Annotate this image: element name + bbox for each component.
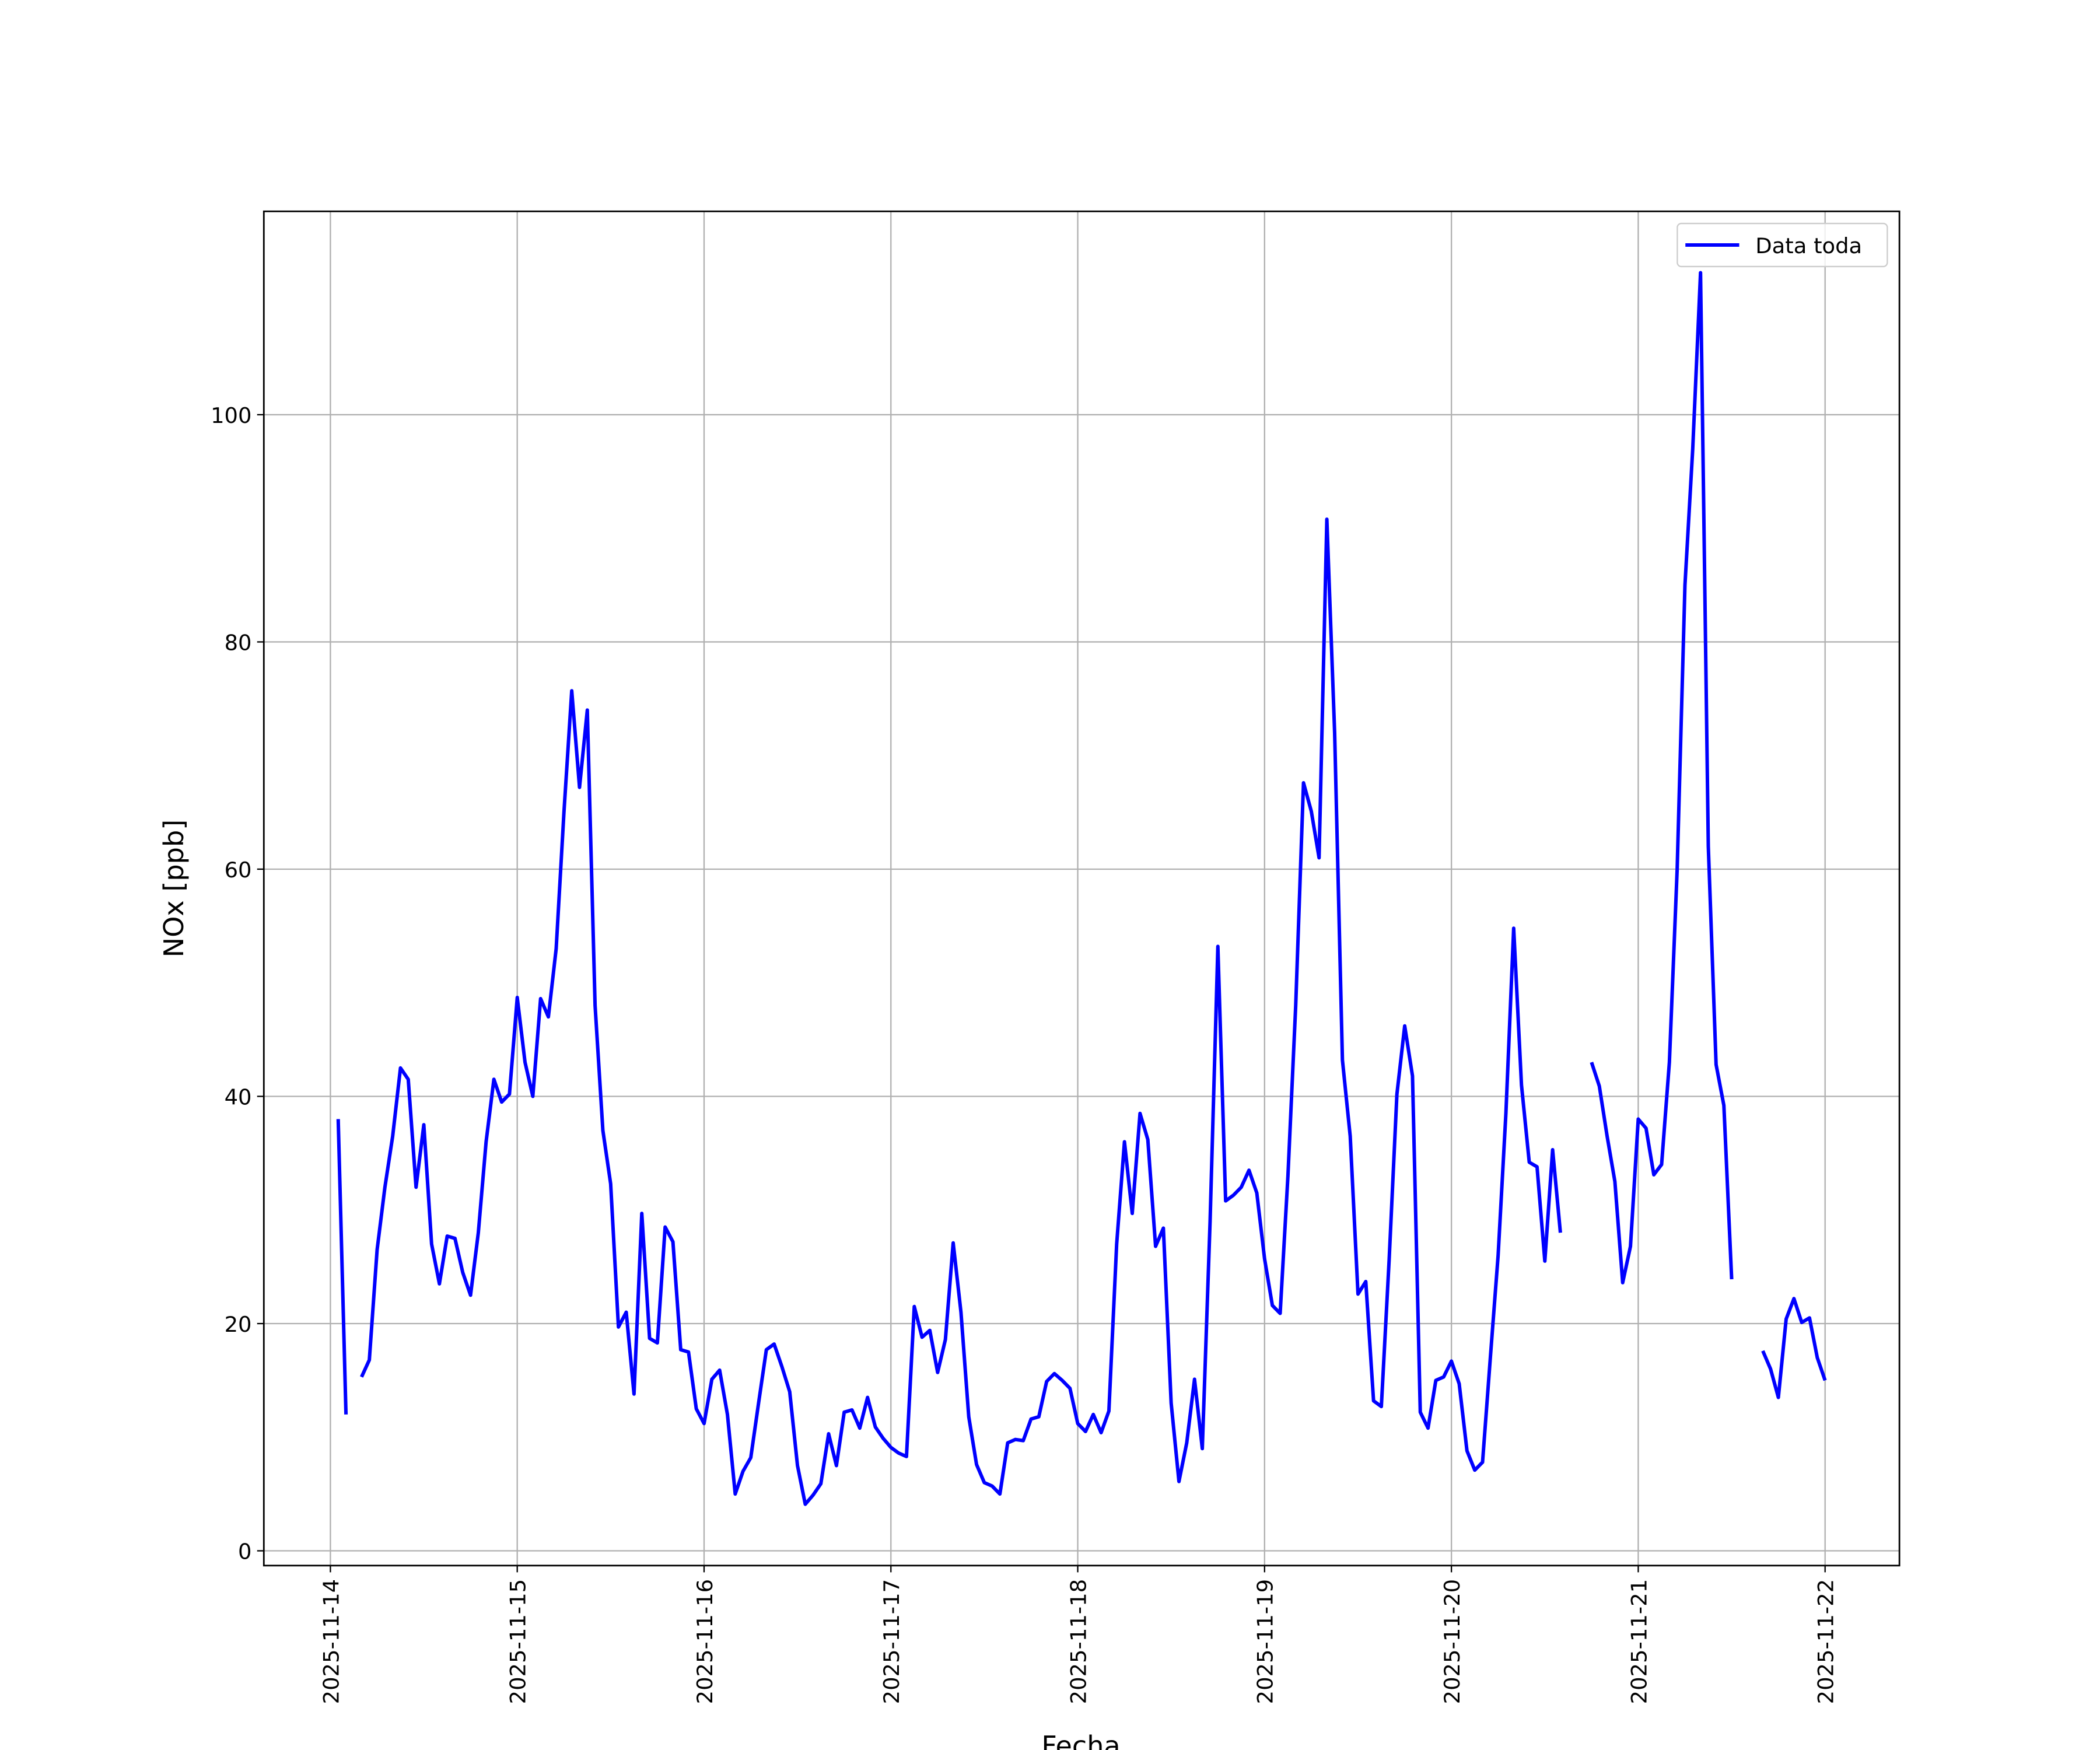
y-tick-label: 40 bbox=[225, 1084, 252, 1110]
data-line bbox=[336, 271, 1827, 1506]
plot-frame bbox=[262, 210, 1901, 1567]
legend-box bbox=[1676, 222, 1888, 268]
x-tick-label: 2025-11-15 bbox=[506, 1579, 531, 1704]
y-tick-label: 100 bbox=[211, 403, 251, 428]
x-tick-label: 2025-11-14 bbox=[318, 1579, 344, 1704]
y-axis-label: NOx [ppb] bbox=[158, 820, 190, 958]
x-tick-label: 2025-11-18 bbox=[1066, 1579, 1091, 1704]
x-axis-label: Fecha bbox=[1041, 1730, 1120, 1750]
x-tick-label: 2025-11-22 bbox=[1814, 1579, 1839, 1704]
x-tick-label: 2025-11-17 bbox=[879, 1579, 904, 1704]
legend-label: Data toda bbox=[1755, 233, 1862, 258]
x-tick-label: 2025-11-21 bbox=[1626, 1579, 1651, 1704]
x-tick-label: 2025-11-20 bbox=[1440, 1579, 1465, 1704]
y-tick-label: 20 bbox=[225, 1312, 252, 1337]
y-tick-label: 60 bbox=[225, 858, 252, 883]
x-tick-label: 2025-11-19 bbox=[1253, 1579, 1278, 1704]
y-tick-label: 80 bbox=[225, 630, 252, 655]
y-tick-label: 0 bbox=[238, 1539, 251, 1564]
x-tick-label: 2025-11-16 bbox=[692, 1579, 718, 1704]
